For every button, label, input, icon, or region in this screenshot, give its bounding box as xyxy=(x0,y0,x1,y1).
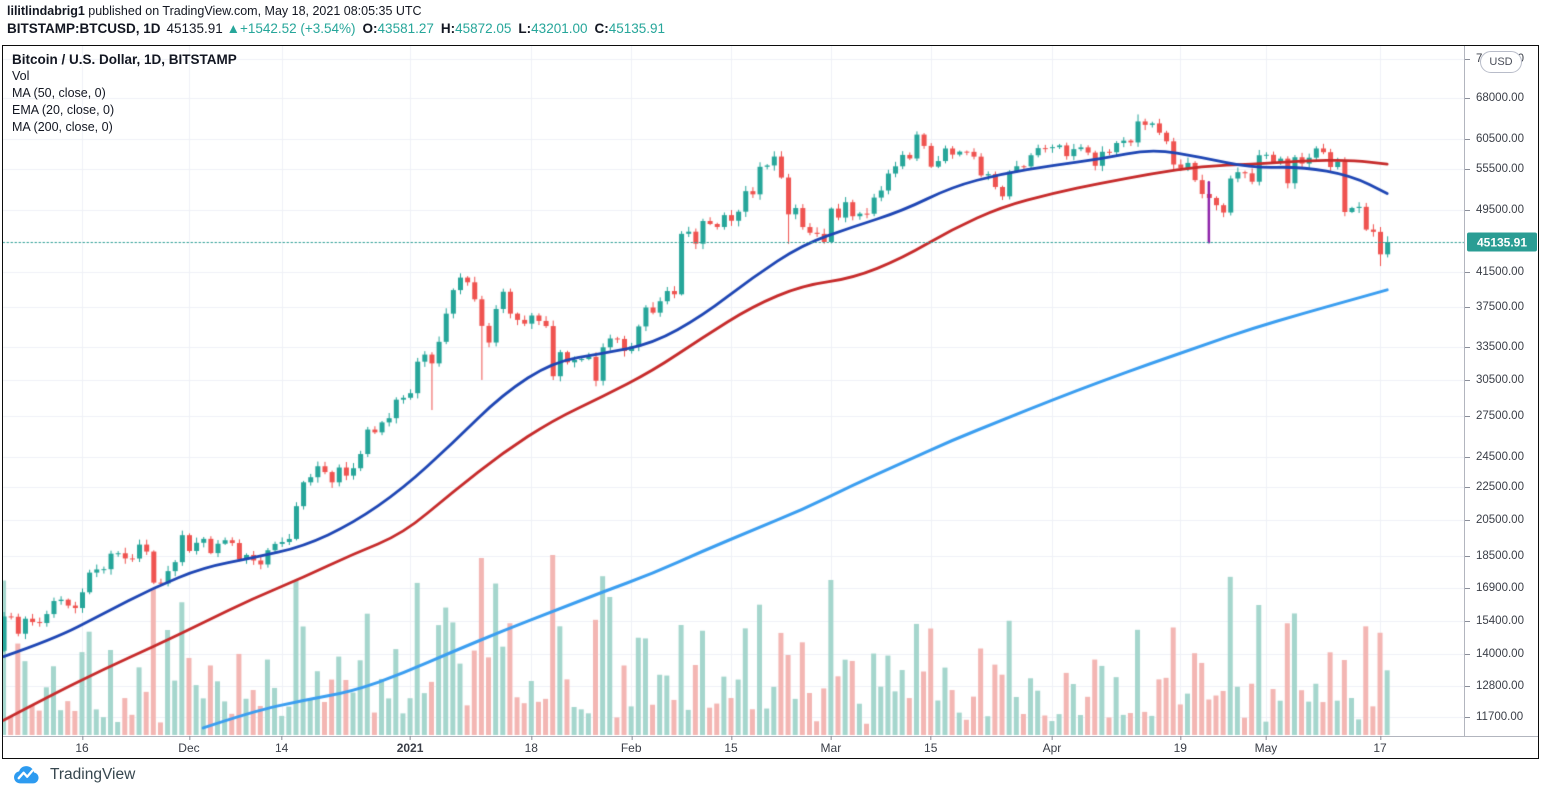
symbol-name: BITSTAMP:BTCUSD, 1D xyxy=(7,21,161,36)
open-label: O: xyxy=(362,21,378,36)
currency-toggle-usd[interactable]: USD xyxy=(1480,51,1522,73)
tradingview-cloud-icon xyxy=(12,764,42,786)
price-tick-label: 27500.00 xyxy=(1465,410,1524,422)
price-tick-label: 16900.00 xyxy=(1465,582,1524,594)
time-tick-label: Apr xyxy=(1042,736,1062,755)
price-tick-label: 68000.00 xyxy=(1465,92,1524,104)
last-price: 45135.91 xyxy=(166,21,223,36)
high-value: 45872.05 xyxy=(455,21,512,36)
up-arrow-icon: ▲ xyxy=(226,21,240,36)
price-tick-label: 33500.00 xyxy=(1465,341,1524,353)
time-tick-label: May xyxy=(1254,736,1278,755)
time-tick-label: 17 xyxy=(1373,736,1387,755)
price-change: +1542.52 (+3.54%) xyxy=(239,21,356,36)
time-tick-label: 15 xyxy=(724,736,738,755)
price-tick-label: 22500.00 xyxy=(1465,481,1524,493)
time-tick-label: 19 xyxy=(1173,736,1187,755)
publisher-username: lilitlindabrig1 xyxy=(7,4,85,18)
high-label: H: xyxy=(440,21,456,36)
open-value: 43581.27 xyxy=(377,21,434,36)
price-axis[interactable]: USD 45135.91 76000.0068000.0060500.00555… xyxy=(1464,46,1538,736)
price-tick-label: 30500.00 xyxy=(1465,374,1524,386)
low-label: L: xyxy=(518,21,532,36)
low-value: 43201.00 xyxy=(531,21,588,36)
time-tick-label: Dec xyxy=(178,736,200,755)
price-tick-label: 14000.00 xyxy=(1465,648,1524,660)
time-tick-label: Mar xyxy=(820,736,842,755)
price-tick-label: 15400.00 xyxy=(1465,615,1524,627)
price-tick-label: 60500.00 xyxy=(1465,133,1524,145)
price-tick-label: 12800.00 xyxy=(1465,680,1524,692)
time-tick-label: 15 xyxy=(924,736,938,755)
publish-info: lilitlindabrig1 published on TradingView… xyxy=(7,4,422,18)
price-tick-label: 37500.00 xyxy=(1465,301,1524,313)
price-tick-label: 11700.00 xyxy=(1465,711,1523,723)
price-tick-label: 41500.00 xyxy=(1465,266,1524,278)
time-tick-label: 16 xyxy=(75,736,89,755)
time-tick-label: 18 xyxy=(524,736,538,755)
last-price-badge: 45135.91 xyxy=(1467,232,1537,252)
chart-area: Bitcoin / U.S. Dollar, 1D, BITSTAMP Vol … xyxy=(2,45,1539,759)
price-tick-label: 49500.00 xyxy=(1465,204,1524,216)
tradingview-logo[interactable]: TradingView xyxy=(12,764,135,786)
publish-text: published on TradingView.com, May 18, 20… xyxy=(84,4,422,18)
close-label: C: xyxy=(594,21,609,36)
time-axis[interactable]: 16 Dec 14 2021 18 Feb 15 Mar 15 Apr 19 May 17 xyxy=(3,736,1538,757)
close-value: 45135.91 xyxy=(608,21,666,36)
price-tick-label: 20500.00 xyxy=(1465,514,1524,526)
price-tick-label: 18500.00 xyxy=(1465,550,1524,562)
time-tick-label: Feb xyxy=(620,736,642,755)
price-chart-canvas[interactable] xyxy=(3,46,1464,736)
symbol-info-bar: BITSTAMP:BTCUSD, 1D 45135.91 ▲+1542.52 (+… xyxy=(7,21,665,36)
tradingview-wordmark: TradingView xyxy=(50,766,136,783)
price-tick-label: 24500.00 xyxy=(1465,451,1524,463)
time-tick-label: 14 xyxy=(275,736,289,755)
time-tick-label: 2021 xyxy=(396,736,424,755)
price-tick-label: 55500.00 xyxy=(1465,163,1524,175)
